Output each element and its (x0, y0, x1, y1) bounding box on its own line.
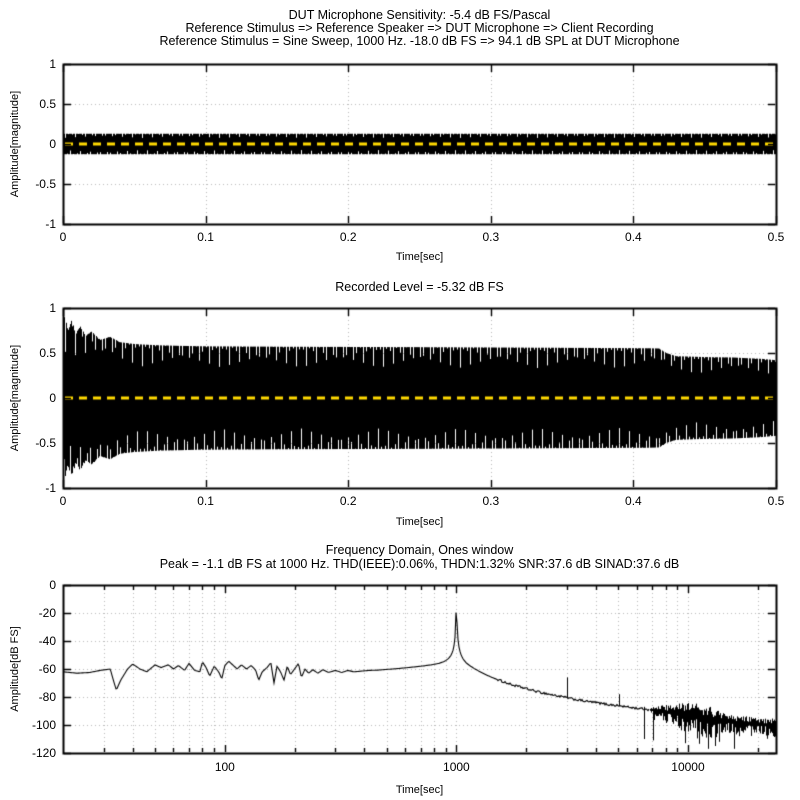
chart1-title-line3: Reference Stimulus = Sine Sweep, 1000 Hz… (159, 34, 680, 48)
chart1-x-axis-label: Time[sec] (395, 251, 444, 263)
x-tick-label: 0 (59, 230, 67, 244)
y-tick-label: -120 (31, 746, 56, 760)
x-tick-label: 100 (214, 760, 235, 774)
y-tick-label: -1 (45, 217, 56, 231)
x-tick-label: 1000 (443, 760, 470, 774)
y-tick-label: 1 (49, 57, 56, 71)
y-tick-label: -80 (38, 690, 56, 704)
y-tick-label: 0 (49, 578, 56, 592)
x-tick-label: 0.1 (197, 494, 214, 508)
y-tick-label: -40 (38, 634, 56, 648)
chart1-title-line2: Reference Stimulus => Reference Speaker … (185, 21, 654, 35)
chart2-title: Recorded Level = -5.32 dB FS (335, 280, 504, 294)
x-tick-label: 0.2 (339, 494, 357, 508)
y-tick-label: -20 (38, 606, 56, 620)
x-tick-label: 0.1 (197, 230, 214, 244)
y-tick-label: -60 (38, 662, 56, 676)
y-tick-label: 0 (49, 391, 56, 405)
y-tick-label: -0.5 (35, 177, 56, 191)
x-tick-label: 0.5 (767, 230, 785, 244)
y-tick-label: 0.5 (39, 97, 56, 111)
x-tick-label: 0.4 (625, 494, 642, 508)
chart1-title-line1: DUT Microphone Sensitivity: -5.4 dB FS/P… (288, 8, 551, 22)
x-tick-label: 0.5 (767, 494, 785, 508)
y-tick-label: -100 (31, 718, 56, 732)
y-tick-label: -0.5 (35, 436, 56, 450)
chart3-title-line2: Peak = -1.1 dB FS at 1000 Hz. THD(IEEE):… (159, 557, 680, 571)
x-tick-label: 0.4 (625, 230, 642, 244)
x-tick-label: 0.2 (339, 230, 357, 244)
x-tick-label: 0.3 (482, 230, 500, 244)
x-tick-label: 0.3 (482, 494, 500, 508)
chart2-x-axis-label: Time[sec] (395, 516, 444, 528)
chart3-title-line1: Frequency Domain, Ones window (325, 543, 514, 557)
x-tick-label: 0 (59, 494, 67, 508)
y-tick-label: -1 (45, 481, 56, 495)
y-tick-label: 1 (49, 301, 56, 315)
x-tick-label: 10000 (671, 760, 705, 774)
y-tick-label: 0.5 (39, 346, 56, 360)
chart3-x-axis-label: Time[sec] (395, 784, 444, 796)
y-tick-label: 0 (49, 137, 56, 151)
